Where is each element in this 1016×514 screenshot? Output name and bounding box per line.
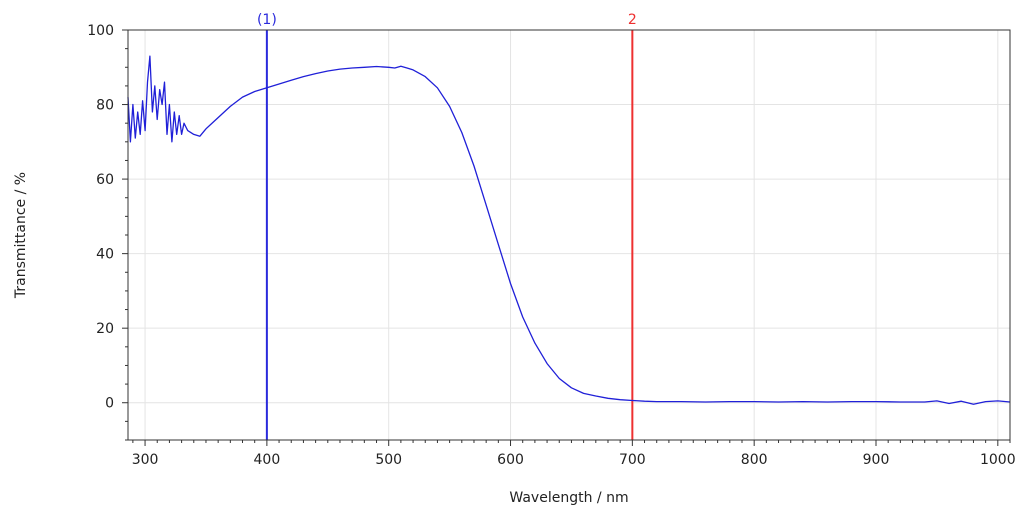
- vertical-markers: (1) 2: [257, 12, 637, 440]
- x-tick-label: 1000: [980, 452, 1016, 468]
- marker-label-1: (1): [257, 12, 277, 28]
- x-tick-label: 900: [863, 452, 890, 468]
- grid: [128, 29, 1010, 440]
- y-axis-ticks: 0 20 40 60 80 100: [87, 23, 128, 441]
- y-axis-title: Transmittance / %: [13, 172, 29, 299]
- marker-label-2: 2: [628, 12, 637, 28]
- x-tick-label: 300: [132, 452, 159, 468]
- y-tick-label: 60: [96, 172, 114, 188]
- transmittance-line-1: [127, 55, 1011, 405]
- y-tick-label: 80: [96, 98, 114, 114]
- x-tick-label: 600: [497, 452, 524, 468]
- x-tick-label: 500: [375, 452, 402, 468]
- data-series: [127, 55, 1011, 405]
- x-tick-label: 700: [619, 452, 646, 468]
- x-axis-title: Wavelength / nm: [509, 490, 628, 506]
- y-tick-label: 40: [96, 247, 114, 263]
- y-tick-label: 100: [87, 23, 114, 39]
- y-tick-label: 0: [105, 396, 114, 412]
- x-axis-ticks: 300 400 500 600 700 800 900 1000: [132, 440, 1016, 468]
- x-tick-label: 400: [254, 452, 281, 468]
- x-tick-label: 800: [741, 452, 768, 468]
- plot-frame: [127, 29, 1011, 441]
- y-tick-label: 20: [96, 321, 114, 337]
